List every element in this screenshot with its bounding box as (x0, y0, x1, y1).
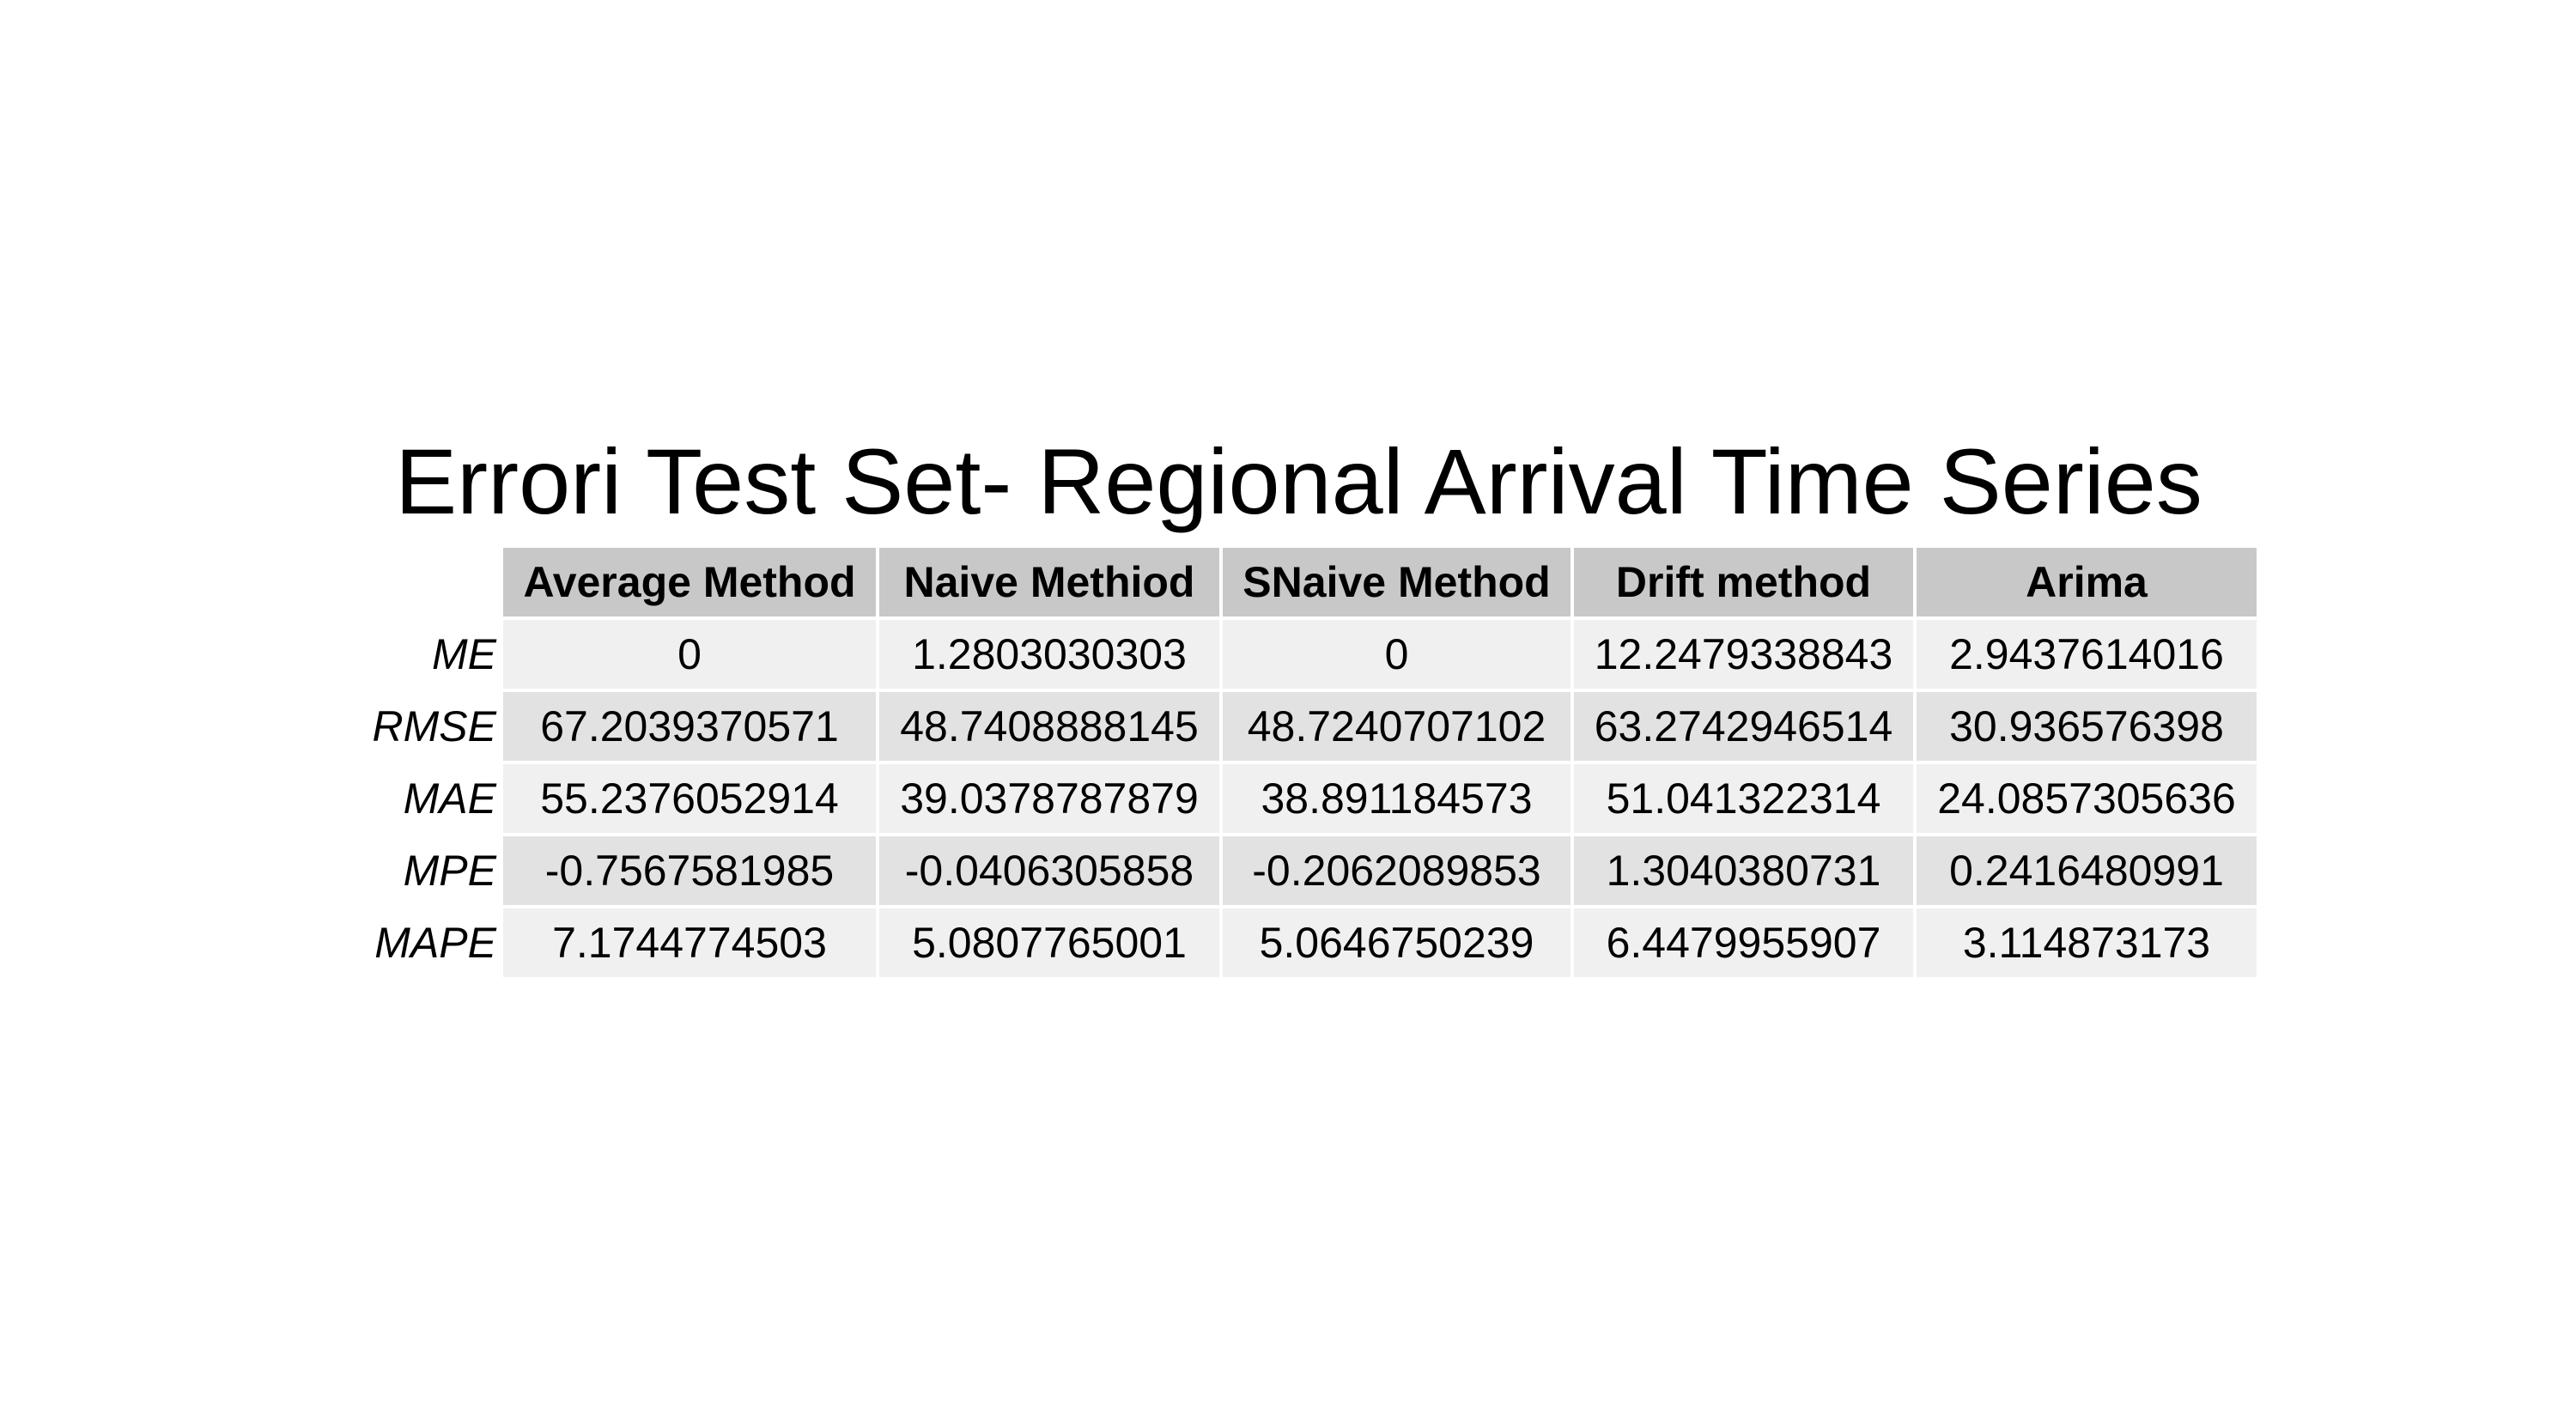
table-cell: 1.2803030303 (879, 620, 1219, 689)
table-cell: 24.0857305636 (1917, 764, 2257, 833)
column-header-drift-method: Drift method (1574, 548, 1913, 616)
table-corner-cell (360, 548, 500, 616)
table-cell: 6.4479955907 (1574, 908, 1913, 977)
table-row-mpe: MPE -0.7567581985 -0.0406305858 -0.20620… (360, 836, 2257, 905)
row-label-rmse: RMSE (372, 702, 496, 750)
table-cell: 67.2039370571 (503, 692, 876, 761)
table-cell: -0.0406305858 (879, 836, 1219, 905)
table-cell: -0.7567581985 (503, 836, 876, 905)
table-cell: 5.0807765001 (879, 908, 1219, 977)
row-label-mape: MAPE (374, 919, 496, 967)
row-label-mpe: MPE (403, 847, 496, 895)
error-table-container: Average Method Naive Methiod SNaive Meth… (356, 544, 2260, 981)
table-cell: 12.2479338843 (1574, 620, 1913, 689)
table-cell: 39.0378787879 (879, 764, 1219, 833)
table-header-row: Average Method Naive Methiod SNaive Meth… (360, 548, 2257, 616)
table-cell: 48.7240707102 (1223, 692, 1571, 761)
column-header-naive-method: Naive Methiod (879, 548, 1219, 616)
table-cell: 1.3040380731 (1574, 836, 1913, 905)
table-row-rmse: RMSE 67.2039370571 48.7408888145 48.7240… (360, 692, 2257, 761)
table-cell: 3.114873173 (1917, 908, 2257, 977)
table-cell: 38.891184573 (1223, 764, 1571, 833)
column-header-average-method: Average Method (503, 548, 876, 616)
table-cell: 0 (1223, 620, 1571, 689)
table-cell: 5.0646750239 (1223, 908, 1571, 977)
table-cell: 48.7408888145 (879, 692, 1219, 761)
table-cell: 55.2376052914 (503, 764, 876, 833)
row-label-me: ME (432, 630, 496, 678)
column-header-arima: Arima (1917, 548, 2257, 616)
column-header-snaive-method: SNaive Method (1223, 548, 1571, 616)
table-cell: 2.9437614016 (1917, 620, 2257, 689)
table-cell: 0 (503, 620, 876, 689)
table-cell: 51.041322314 (1574, 764, 1913, 833)
table-cell: 30.936576398 (1917, 692, 2257, 761)
row-label-mae: MAE (403, 774, 496, 823)
slide-title: Errori Test Set- Regional Arrival Time S… (395, 429, 2202, 533)
table-row-me: ME 0 1.2803030303 0 12.2479338843 2.9437… (360, 620, 2257, 689)
table-row-mae: MAE 55.2376052914 39.0378787879 38.89118… (360, 764, 2257, 833)
table-cell: -0.2062089853 (1223, 836, 1571, 905)
table-cell: 0.2416480991 (1917, 836, 2257, 905)
table-cell: 7.1744774503 (503, 908, 876, 977)
table-cell: 63.2742946514 (1574, 692, 1913, 761)
table-row-mape: MAPE 7.1744774503 5.0807765001 5.0646750… (360, 908, 2257, 977)
error-metrics-table: Average Method Naive Methiod SNaive Meth… (356, 544, 2260, 981)
